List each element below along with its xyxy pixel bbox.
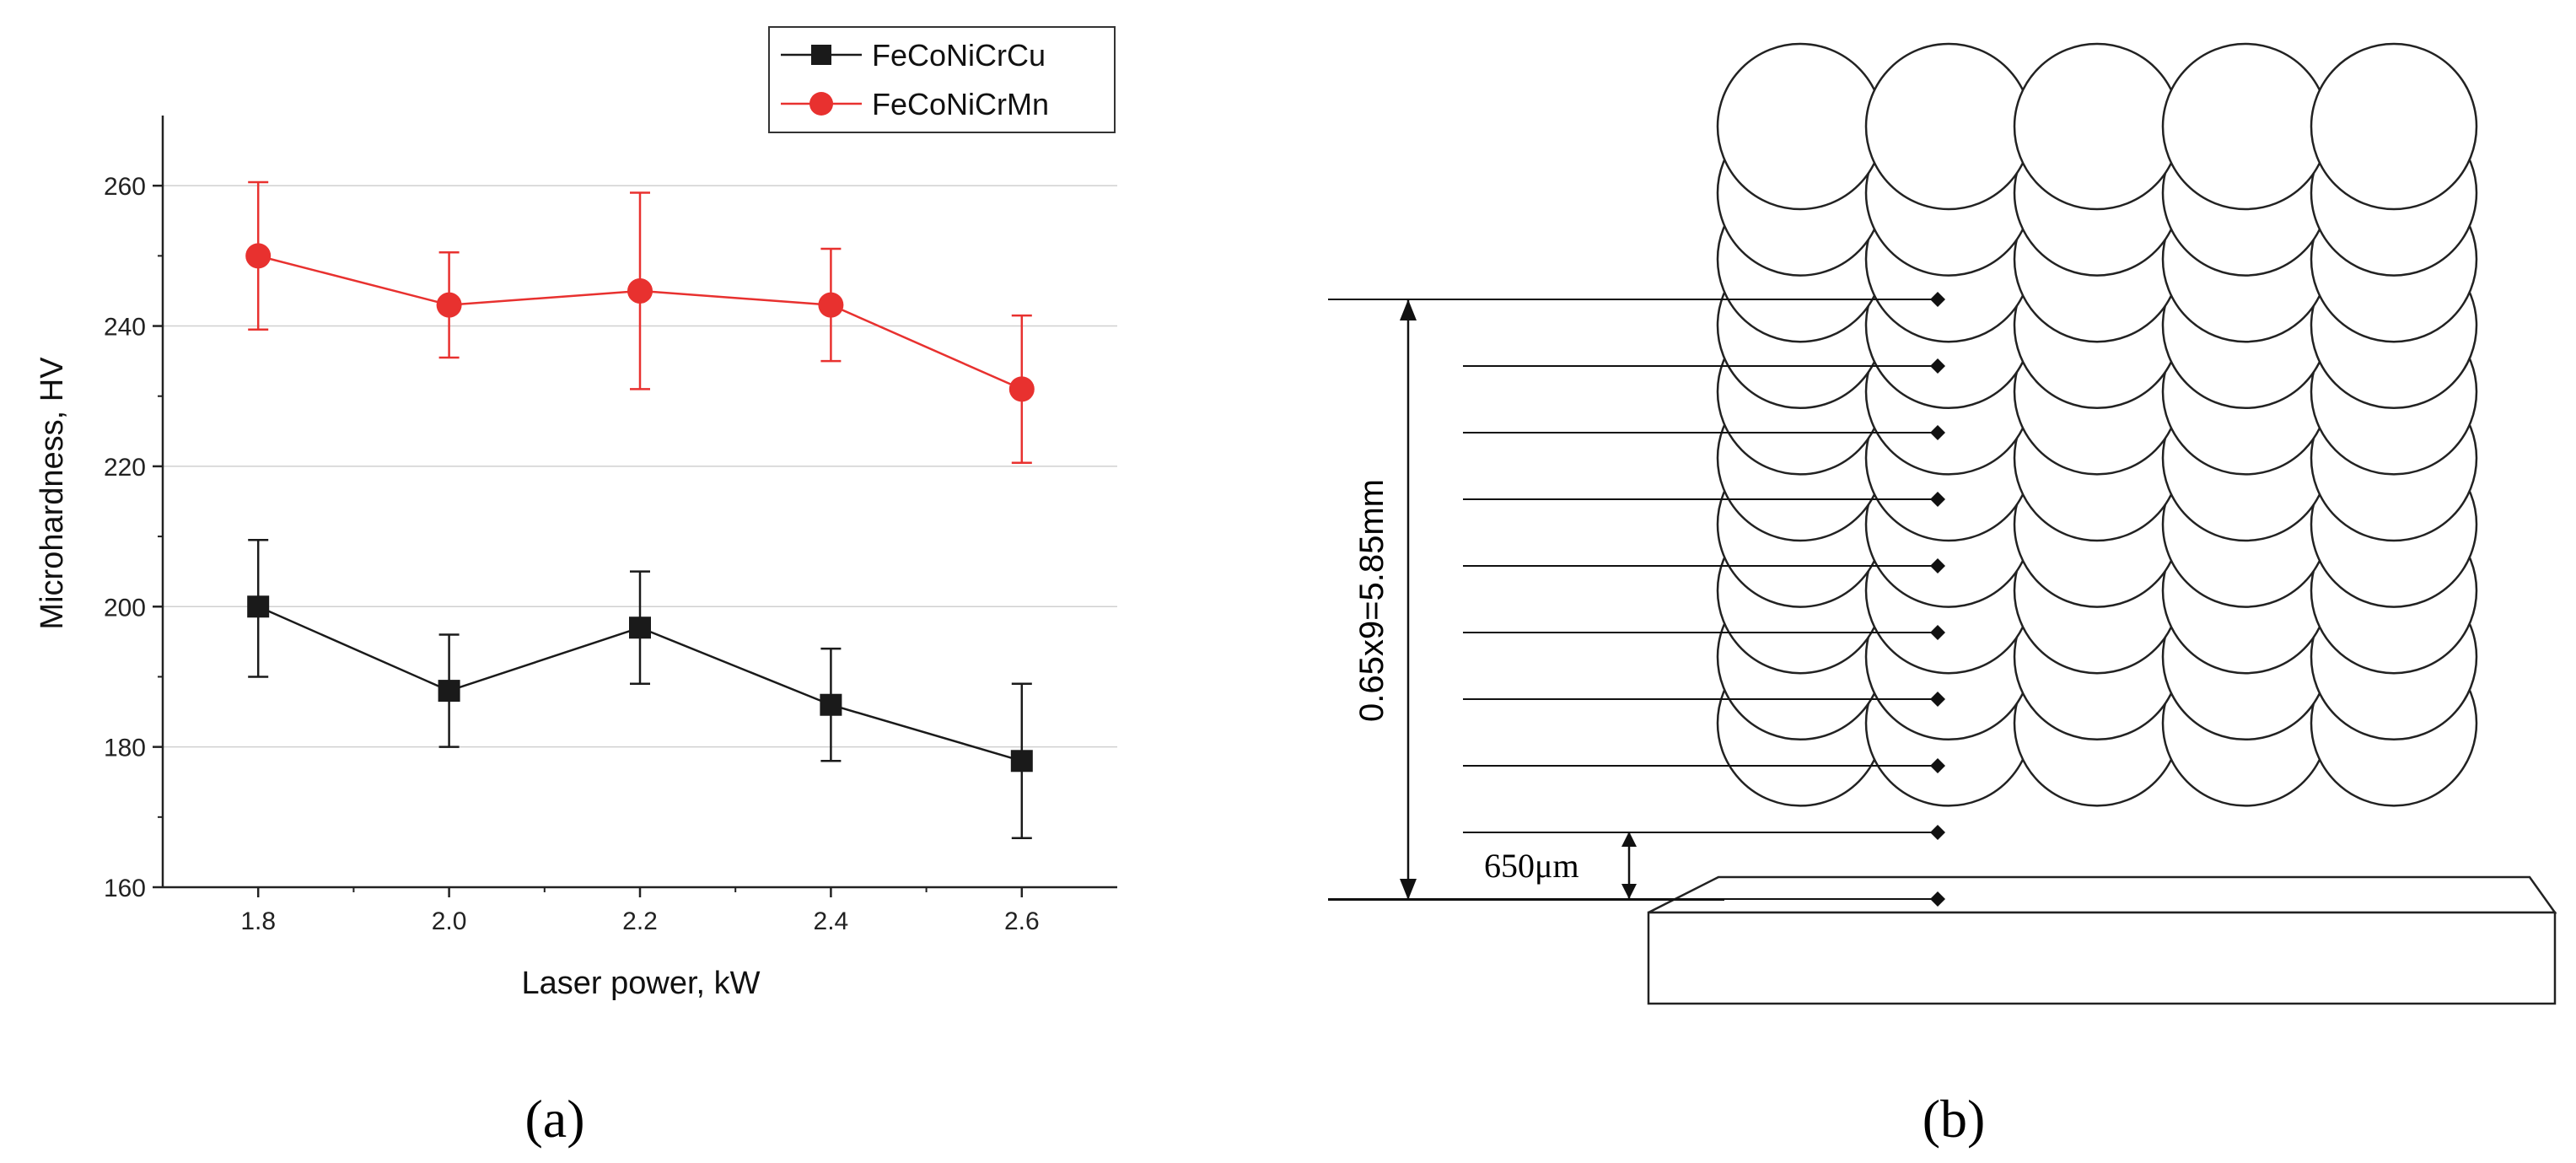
data-point-square [438,680,460,702]
clad-track [1718,44,1883,209]
data-point-square [1011,750,1033,772]
panel-label-a: (a) [524,1089,584,1149]
x-tick-label: 2.6 [1004,907,1040,935]
layer-height-label: 650μm [1484,847,1579,885]
total-height-label: 0.65x9=5.85mm [1353,479,1390,722]
y-axis-title: Microhardness, HV [35,357,70,630]
substrate-top [1648,877,2555,913]
y-tick-label: 260 [104,173,146,201]
figure: 160 180 200 220 240 260 1.8 2.0 2.2 2.4 2.6 Laser… [0,0,2576,1163]
total-height-dimension: 0.65x9=5.85mm [1353,299,1417,900]
data-point-circle [627,278,653,304]
clad-wall [1718,44,2477,805]
y-tick-label: 200 [104,594,146,622]
x-axis-ticks: 1.8 2.0 2.2 2.4 2.6 [240,887,1039,935]
deposition-diagram: 0.65x9=5.85mm 650μm (b) [1328,44,2555,1149]
measurement-point [1930,825,1945,840]
legend-label-fecocimn: FeCoNiCrMn [872,87,1049,121]
x-tick-label: 2.4 [814,907,849,935]
legend: FeCoNiCrCu FeCoNiCrMn [769,27,1115,132]
panel-label-b: (b) [1923,1089,1986,1149]
data-point-circle [818,293,843,318]
data-point-circle [1009,376,1035,401]
series-FeCoNiCrMn [245,182,1035,463]
layer-height-dimension: 650μm [1484,832,1637,899]
data-point-square [820,694,842,716]
data-point-circle [437,293,462,318]
x-tick-label: 1.8 [240,907,276,935]
y-tick-label: 160 [104,875,146,902]
x-tick-label: 2.0 [432,907,467,935]
data-point-circle [245,243,271,268]
series-FeCoNiCrCu [247,540,1033,838]
legend-label-fecocicu: FeCoNiCrCu [872,38,1046,73]
series-layer [245,182,1035,838]
x-tick-label: 2.2 [622,907,658,935]
x-axis-title: Laser power, kW [522,966,761,1001]
clad-track [2311,44,2477,209]
substrate [1648,913,2555,1004]
microhardness-chart: 160 180 200 220 240 260 1.8 2.0 2.2 2.4 2.6 Laser… [35,27,1117,1149]
y-tick-label: 180 [104,735,146,762]
legend-square-marker [811,45,831,65]
y-axis-ticks: 160 180 200 220 240 260 [104,173,163,902]
y-tick-label: 240 [104,314,146,342]
data-point-square [629,616,651,638]
legend-circle-marker [809,92,833,116]
clad-track [2163,44,2328,209]
data-point-square [247,595,269,617]
y-tick-label: 220 [104,454,146,482]
clad-track [2014,44,2180,209]
clad-track [1866,44,2031,209]
